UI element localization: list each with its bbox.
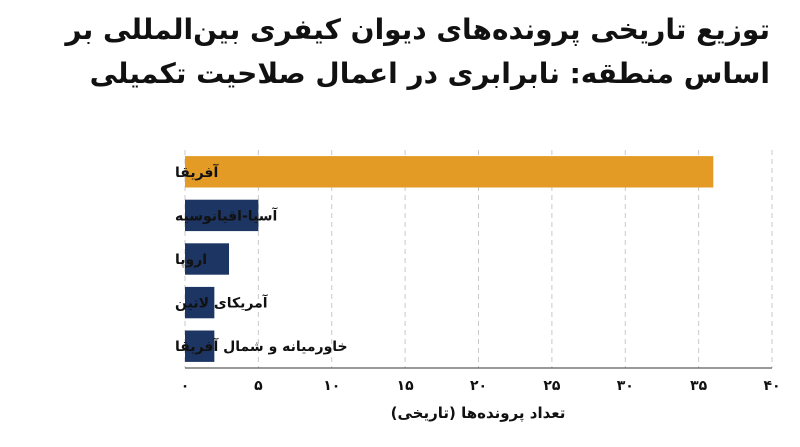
chart-title: توزیع تاریخی پرونده‌های دیوان کیفری بین‌… [65,13,770,90]
tick-label: ۳۵ [690,378,708,394]
tick-label: ۵ [254,378,263,394]
tick-label: ۰ [181,378,190,394]
bars [185,156,714,362]
category-label: اروپا [175,252,207,268]
category-label: آمریکای لاتین [175,294,269,312]
bar [185,286,215,319]
tick-label: ۱۵ [397,378,415,394]
category-labels: آفریقا آسیا-اقیانوسیه اروپا آمریکای لاتین خا… [175,163,348,355]
category-label: آسیا-اقیانوسیه [175,206,278,224]
tick-label: ۱۰ [323,378,340,394]
tick-label: ۳۰ [617,378,634,394]
category-label: آفریقا [175,163,219,181]
bar [185,199,259,232]
bar [185,243,230,275]
bar [185,156,714,188]
tick-label: ۲۰ [470,378,487,394]
tick-label: ۴۰ [763,378,780,394]
tick-label: ۲۵ [543,378,561,394]
bar [185,330,215,362]
category-label: خاورمیانه و شمال آفریقا [175,337,348,355]
x-axis-title: تعداد پرونده‌ها (تاریخی) [391,404,566,423]
tick-labels: ۰ ۵ ۱۰ ۱۵ ۲۰ ۲۵ ۳۰ ۳۵ ۴۰ [181,378,781,394]
